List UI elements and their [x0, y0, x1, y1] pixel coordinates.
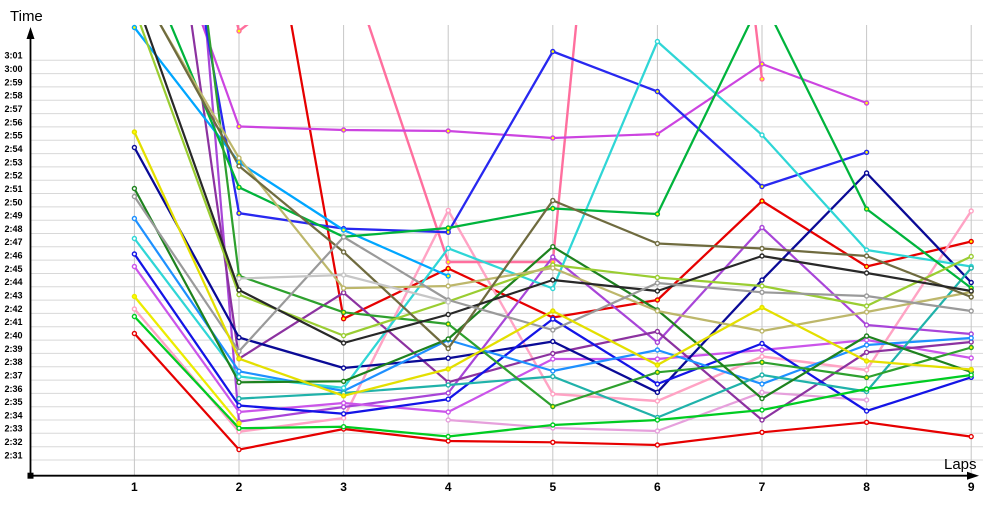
- svg-text:2: 2: [236, 480, 243, 494]
- svg-text:7: 7: [759, 480, 766, 494]
- svg-text:3: 3: [340, 480, 347, 494]
- svg-text:6: 6: [654, 480, 661, 494]
- svg-text:2:33: 2:33: [4, 424, 22, 434]
- svg-text:2:35: 2:35: [4, 397, 22, 407]
- svg-text:2:42: 2:42: [4, 304, 22, 314]
- svg-text:2:39: 2:39: [4, 344, 22, 354]
- svg-text:2:55: 2:55: [4, 131, 22, 141]
- svg-text:Time: Time: [10, 8, 43, 25]
- svg-text:2:53: 2:53: [4, 157, 22, 167]
- svg-text:2:49: 2:49: [4, 211, 22, 221]
- svg-text:2:58: 2:58: [4, 91, 22, 101]
- svg-text:2:54: 2:54: [4, 144, 22, 154]
- svg-text:2:41: 2:41: [4, 317, 22, 327]
- svg-text:Laps: Laps: [944, 456, 977, 473]
- svg-text:2:31: 2:31: [4, 450, 22, 460]
- svg-text:2:43: 2:43: [4, 291, 22, 301]
- svg-text:2:47: 2:47: [4, 237, 22, 247]
- svg-text:2:40: 2:40: [4, 331, 22, 341]
- svg-text:2:56: 2:56: [4, 117, 22, 127]
- svg-text:2:51: 2:51: [4, 184, 22, 194]
- svg-text:2:52: 2:52: [4, 171, 22, 181]
- svg-text:2:38: 2:38: [4, 357, 22, 367]
- svg-text:9: 9: [968, 480, 975, 494]
- svg-text:2:45: 2:45: [4, 264, 22, 274]
- svg-text:2:32: 2:32: [4, 437, 22, 447]
- svg-text:2:59: 2:59: [4, 77, 22, 87]
- svg-text:2:37: 2:37: [4, 371, 22, 381]
- svg-text:8: 8: [863, 480, 870, 494]
- svg-text:2:34: 2:34: [4, 410, 22, 420]
- svg-text:5: 5: [549, 480, 556, 494]
- svg-text:1: 1: [131, 480, 138, 494]
- svg-text:2:46: 2:46: [4, 251, 22, 261]
- svg-text:3:01: 3:01: [4, 51, 22, 61]
- svg-text:2:36: 2:36: [4, 384, 22, 394]
- svg-text:2:44: 2:44: [4, 277, 22, 287]
- svg-text:2:57: 2:57: [4, 104, 22, 114]
- svg-text:2:50: 2:50: [4, 197, 22, 207]
- svg-text:3:00: 3:00: [4, 64, 22, 74]
- svg-text:4: 4: [445, 480, 452, 494]
- svg-text:2:48: 2:48: [4, 224, 22, 234]
